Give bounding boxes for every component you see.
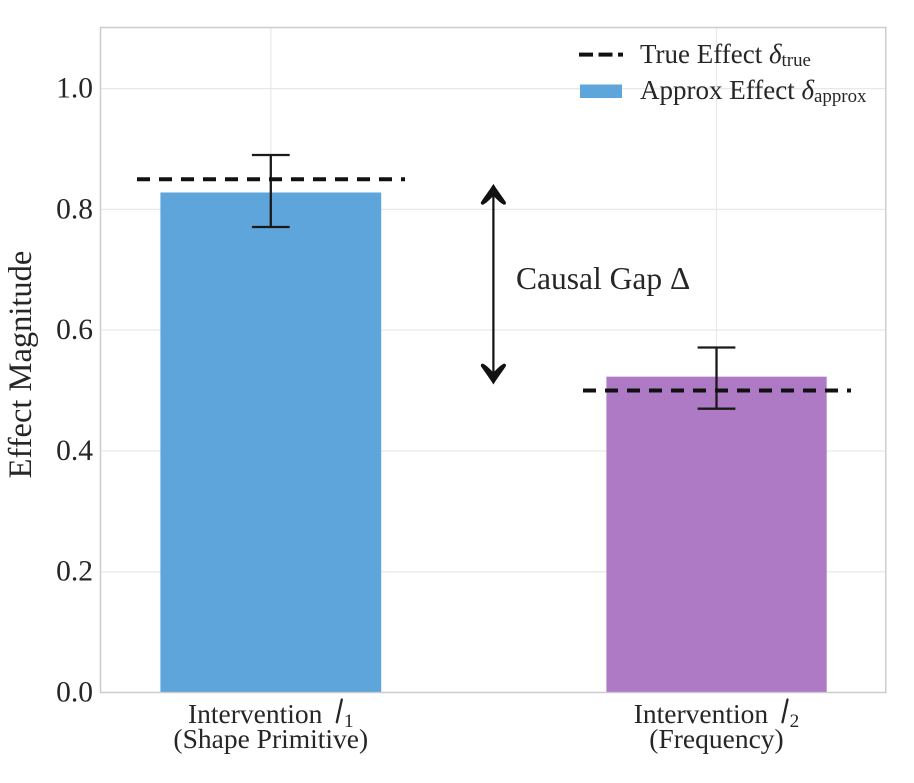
svg-text:(Shape Primitive): (Shape Primitive) <box>173 723 368 754</box>
svg-text:0.6: 0.6 <box>56 314 93 346</box>
svg-text:0.0: 0.0 <box>56 677 93 709</box>
svg-text:Causal Gap Δ: Causal Gap Δ <box>516 261 690 296</box>
svg-text:0.4: 0.4 <box>56 435 93 467</box>
svg-text:Effect Magnitude: Effect Magnitude <box>3 251 39 479</box>
svg-text:0.8: 0.8 <box>56 193 93 225</box>
svg-text:1.0: 1.0 <box>56 73 93 105</box>
svg-text:0.2: 0.2 <box>56 556 93 588</box>
svg-text:(Frequency): (Frequency) <box>649 723 783 754</box>
